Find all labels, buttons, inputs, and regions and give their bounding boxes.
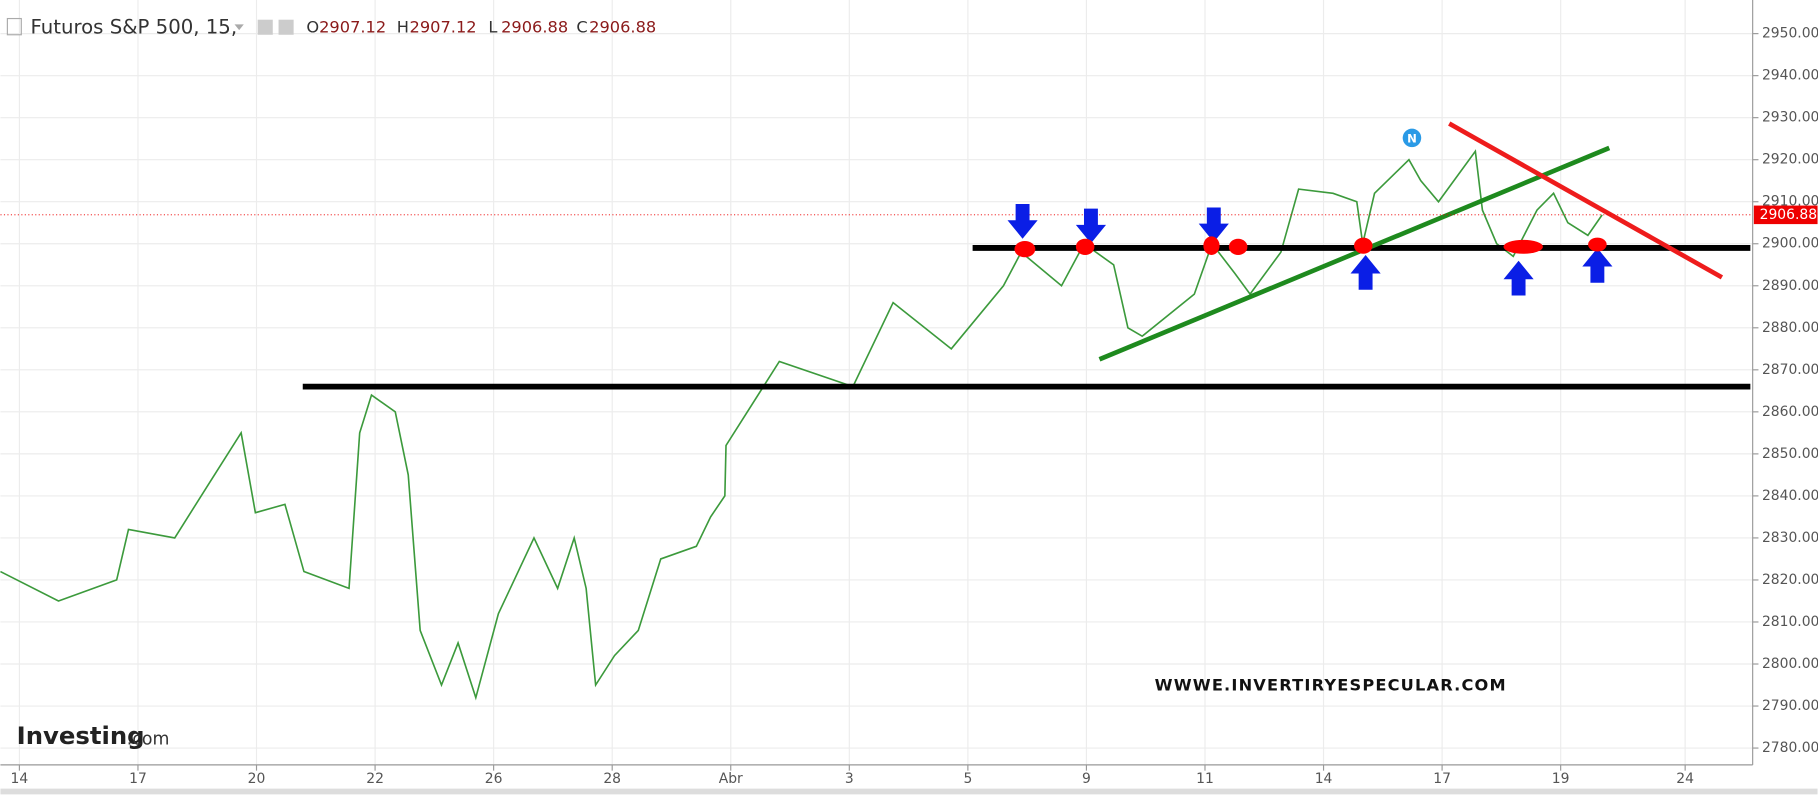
x-tick-label: 26 [485,771,503,787]
y-tick-label: 2820.00 [1762,572,1818,588]
x-tick-label: 24 [1676,771,1694,787]
trend-line [1098,145,1611,362]
down-arrow [1075,208,1107,244]
annotations: N [1007,128,1613,296]
ohlc-value: 2906.88 [589,17,656,36]
logo-suffix: .com [127,729,170,749]
ohlc-key: C [576,17,587,36]
y-tick-label: 2930.00 [1762,110,1818,126]
touch-marker [1354,237,1373,254]
y-tick-label: 2870.00 [1762,362,1818,378]
visibility-icon[interactable] [257,19,273,35]
y-tick-label: 2890.00 [1762,278,1818,294]
trend-line [1448,121,1724,280]
touch-marker [1075,238,1095,255]
y-tick-label: 2780.00 [1762,740,1818,756]
x-tick-label: 9 [1082,771,1091,787]
y-tick-label: 2940.00 [1762,68,1818,84]
plot-area [0,121,1753,701]
last-price-box [1753,205,1818,225]
watermark: WWWE.INVERTIRYESPECULAR.COM [1155,676,1507,695]
up-arrow [1582,248,1613,283]
symbol-title: Futuros S&P 500, 15, [31,15,238,38]
ohlc-key: H [397,17,409,36]
y-tick-label: 2860.00 [1762,404,1818,420]
ohlc-key: L [488,17,497,36]
x-tick-label: 11 [1196,771,1214,787]
y-tick-label: 2850.00 [1762,446,1818,462]
x-tick-label: 17 [1433,771,1451,787]
y-tick-label: 2830.00 [1762,530,1818,546]
x-tick-label: 28 [603,771,621,787]
x-tick-label: 19 [1552,771,1570,787]
ohlc-value: 2907.12 [319,17,386,36]
ohlc: O 2907.12 H 2907.12 L 2906.88 C 2906.88 [306,17,656,36]
down-arrow [1198,207,1229,243]
x-tick-label: 14 [1315,771,1333,787]
last-price-label: 2906.88 [1760,207,1817,223]
settings-icon[interactable] [278,19,294,35]
touch-marker [1588,237,1607,252]
x-tick-label: 20 [248,771,266,787]
axes: 2780.00 2790.00 2800.00 2810.00 2820.00 2830.… [11,26,1818,787]
y-tick-label: 2800.00 [1762,656,1818,672]
y-tick-label: 2810.00 [1762,614,1818,630]
ohlc-key: O [306,17,319,36]
dropdown[interactable] [234,24,244,31]
y-tick-label: 2880.00 [1762,320,1818,336]
y-tick-label: 2950.00 [1762,26,1818,42]
touch-marker [1228,238,1248,255]
up-arrow [1350,254,1381,290]
x-tick-label: 17 [129,771,147,787]
x-tick-label: 22 [366,771,384,787]
x-tick-label: 5 [963,771,972,787]
touch-marker [1014,241,1036,258]
y-tick-label: 2790.00 [1762,698,1818,714]
symbol-icon[interactable] [6,17,22,36]
news-icon[interactable] [1402,128,1422,148]
y-tick-label: 2920.00 [1762,152,1818,168]
news-icon-label: N [1407,132,1417,146]
up-arrow [1503,260,1534,296]
ohlc-value: 2906.88 [501,17,568,36]
x-tick-label: 3 [845,771,854,787]
x-tick-label: Abr [719,771,743,787]
logo: Investing [17,721,145,750]
ohlc-value: 2907.12 [410,17,477,36]
grid [0,0,1753,765]
touch-marker [1503,239,1543,254]
down-arrow [1007,203,1038,239]
y-tick-label: 2840.00 [1762,488,1818,504]
touch-marker [1203,236,1220,255]
price-line [0,149,1603,701]
x-tick-label: 14 [11,771,29,787]
y-tick-label: 2900.00 [1762,236,1818,252]
header: Futuros S&P 500, 15, O 2907.12 H 2907.12 L 29… [6,15,656,38]
